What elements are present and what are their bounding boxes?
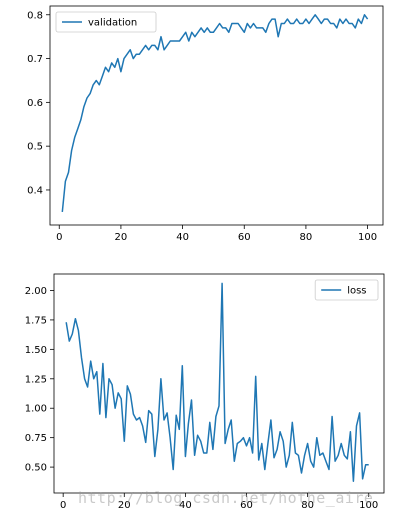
plot-frame xyxy=(53,273,385,494)
y-tick-label: 1.75 xyxy=(25,315,47,326)
y-tick-label: 1.25 xyxy=(25,374,47,385)
y-tick-label: 0.4 xyxy=(27,185,43,196)
y-tick-label: 1.50 xyxy=(25,345,47,356)
y-tick-label: 0.6 xyxy=(27,98,43,109)
y-tick-label: 2.00 xyxy=(25,286,47,297)
x-tick-label: 40 xyxy=(176,232,189,243)
x-tick-label: 40 xyxy=(179,500,192,511)
y-tick-label: 0.7 xyxy=(27,54,43,65)
x-tick-label: 0 xyxy=(56,232,62,243)
legend: loss xyxy=(314,279,379,301)
x-tick-label: 100 xyxy=(359,500,378,511)
legend: validation xyxy=(55,11,157,33)
x-tick-label: 80 xyxy=(300,232,313,243)
x-tick-label: 100 xyxy=(358,232,377,243)
x-tick-label: 60 xyxy=(240,500,253,511)
y-tick-label: 0.8 xyxy=(27,10,43,21)
validation-chart: 0 20 40 60 80 100 0.4 0.5 0.6 0.7 0.8 validation xyxy=(27,5,384,243)
x-tick-label: 60 xyxy=(238,232,251,243)
x-tick-label: 20 xyxy=(115,232,128,243)
series-line-loss xyxy=(65,282,369,482)
plot-frame xyxy=(49,5,384,226)
legend-box xyxy=(55,11,157,33)
series-line-validation xyxy=(61,14,369,212)
y-tick-label: 0.75 xyxy=(25,433,47,444)
x-tick-label: 80 xyxy=(301,500,314,511)
y-tick-label: 0.50 xyxy=(25,463,47,474)
legend-label: validation xyxy=(88,18,137,29)
x-tick-label: 0 xyxy=(60,500,66,511)
legend-label: loss xyxy=(347,286,366,297)
x-tick-label: 20 xyxy=(118,500,131,511)
legend-box xyxy=(314,279,379,301)
y-tick-label: 1.00 xyxy=(25,404,47,415)
y-tick-label: 0.5 xyxy=(27,142,43,153)
